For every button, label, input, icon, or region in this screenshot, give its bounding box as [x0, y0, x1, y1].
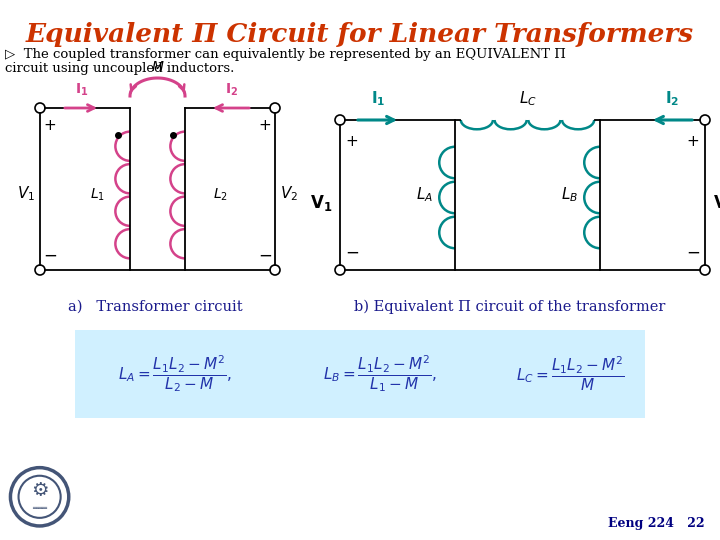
Text: $L_A$: $L_A$: [416, 186, 433, 204]
Text: $\mathbf{I_2}$: $\mathbf{I_2}$: [225, 82, 238, 98]
Text: $-$: $-$: [43, 246, 57, 264]
Text: a)   Transformer circuit: a) Transformer circuit: [68, 300, 243, 314]
Text: $-$: $-$: [258, 246, 272, 264]
Text: $+$: $+$: [258, 118, 271, 133]
Text: ▷  The coupled transformer can equivalently be represented by an EQUIVALENT Π: ▷ The coupled transformer can equivalent…: [5, 48, 566, 61]
Text: ⚙: ⚙: [31, 481, 48, 500]
FancyBboxPatch shape: [75, 330, 645, 418]
Text: $+$: $+$: [43, 118, 57, 133]
Text: Equivalent Π Circuit for Linear Transformers: Equivalent Π Circuit for Linear Transfor…: [26, 22, 694, 47]
Text: $\mathbf{V_2}$: $\mathbf{V_2}$: [713, 193, 720, 213]
Text: $L_1$: $L_1$: [90, 187, 105, 203]
Text: $\mathbf{I_2}$: $\mathbf{I_2}$: [665, 89, 679, 108]
Text: Eeng 224   22: Eeng 224 22: [608, 517, 705, 530]
Text: $L_A = \dfrac{L_1 L_2 - M^2}{L_2 - M},$: $L_A = \dfrac{L_1 L_2 - M^2}{L_2 - M},$: [118, 354, 232, 394]
Text: $L_C = \dfrac{L_1 L_2 - M^2}{M}$: $L_C = \dfrac{L_1 L_2 - M^2}{M}$: [516, 355, 624, 393]
Text: $-$: $-$: [686, 243, 700, 261]
Text: $L_C$: $L_C$: [518, 89, 536, 108]
Text: $V_2$: $V_2$: [280, 185, 298, 204]
Text: $L_2$: $L_2$: [213, 187, 228, 203]
Text: $\mathbf{I_1}$: $\mathbf{I_1}$: [371, 89, 385, 108]
Text: b) Equivalent Π circuit of the transformer: b) Equivalent Π circuit of the transform…: [354, 300, 666, 314]
Text: $\mathbf{I_1}$: $\mathbf{I_1}$: [76, 82, 89, 98]
Text: $L_B$: $L_B$: [561, 186, 578, 204]
Text: $\mathbf{V_1}$: $\mathbf{V_1}$: [310, 193, 332, 213]
Text: circuit using uncoupled inductors.: circuit using uncoupled inductors.: [5, 62, 235, 75]
Text: $V_1$: $V_1$: [17, 185, 35, 204]
Text: $+$: $+$: [686, 134, 700, 150]
Text: $+$: $+$: [346, 134, 359, 150]
Text: ═══: ═══: [32, 504, 47, 512]
Text: $M$: $M$: [150, 60, 164, 74]
Text: $-$: $-$: [345, 243, 359, 261]
Text: $L_B = \dfrac{L_1 L_2 - M^2}{L_1 - M},$: $L_B = \dfrac{L_1 L_2 - M^2}{L_1 - M},$: [323, 354, 437, 394]
